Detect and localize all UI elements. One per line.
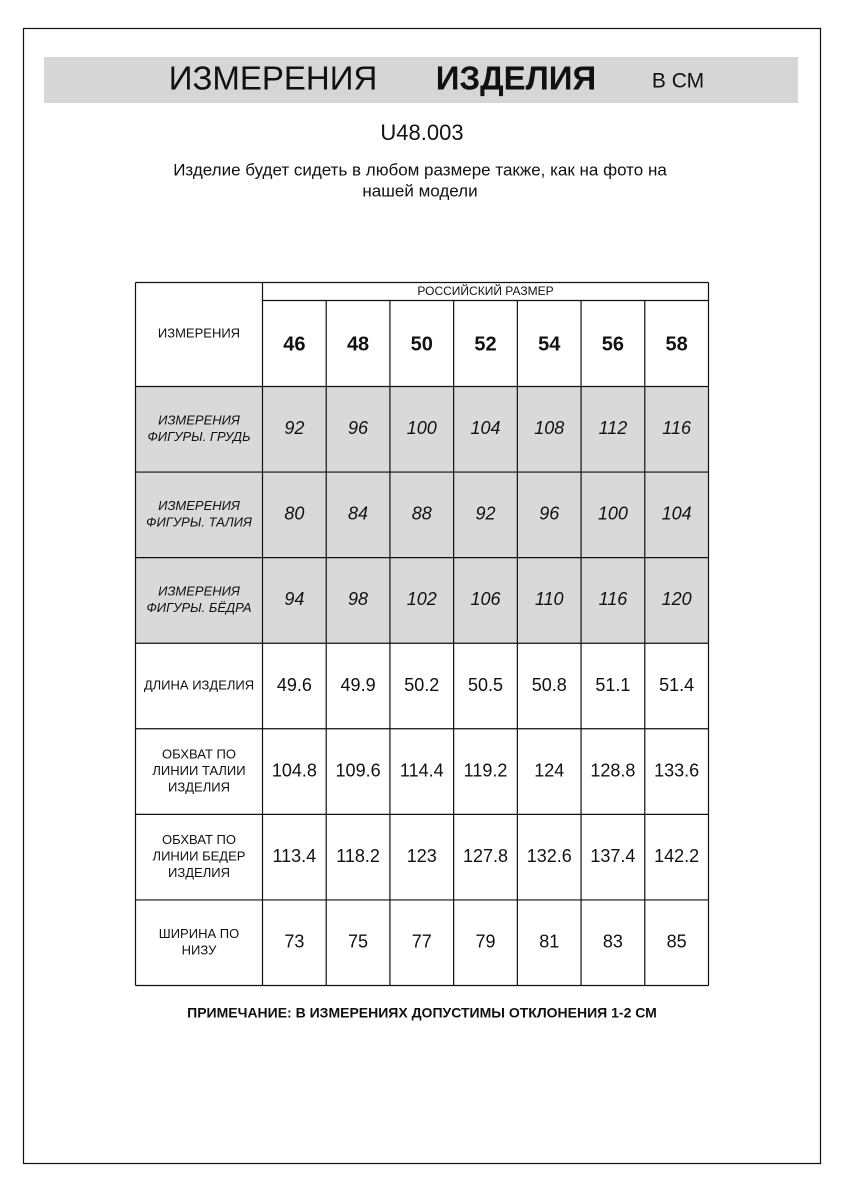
cell-value: 100 — [598, 504, 628, 524]
row-label: НИЗУ — [182, 942, 217, 957]
size-table: ИЗМЕРЕНИЯ РОССИЙСКИЙ РАЗМЕР 46 48 50 52 54 56 58… — [134, 281, 710, 987]
size-header: 56 — [602, 333, 624, 355]
title-part1: ИЗМЕРЕНИЯ — [169, 60, 378, 97]
row-label: ШИРИНА ПО — [159, 926, 239, 941]
cell-value: 112 — [599, 418, 628, 438]
cell-value: 123 — [407, 846, 437, 866]
cell-value: 104.8 — [272, 760, 317, 780]
row-label: ИЗМЕРЕНИЯ — [158, 498, 240, 513]
cell-value: 49.6 — [277, 675, 312, 695]
cell-value: 108 — [534, 418, 564, 438]
row-shade — [135, 557, 709, 644]
cell-value: 79 — [475, 931, 495, 951]
row-label: ИЗДЕЛИЯ — [168, 865, 230, 880]
cell-value: 102 — [407, 589, 437, 609]
cell-value: 106 — [470, 589, 501, 609]
cell-value: 98 — [348, 589, 368, 609]
cell-value: 96 — [348, 418, 369, 438]
note: ПРИМЕЧАНИЕ: В ИЗМЕРЕНИЯХ ДОПУСТИМЫ ОТКЛО… — [187, 1005, 657, 1021]
cell-value: 104 — [470, 418, 500, 438]
cell-value: 100 — [407, 418, 437, 438]
cell-value: 92 — [475, 504, 495, 524]
cell-value: 83 — [603, 931, 623, 951]
row-label: ФИГУРЫ. ГРУДЬ — [147, 429, 250, 444]
cell-value: 110 — [535, 589, 564, 609]
size-header: 54 — [538, 333, 561, 355]
cell-value: 119.2 — [464, 760, 508, 780]
cell-value: 118.2 — [336, 846, 380, 866]
cell-value: 81 — [539, 931, 559, 951]
cell-value: 50.5 — [468, 675, 503, 695]
cell-value: 80 — [284, 504, 304, 524]
title-part2: ИЗДЕЛИЯ — [436, 60, 597, 97]
cell-value: 128.8 — [590, 760, 635, 780]
description-line: нашей модели — [362, 181, 477, 200]
size-header: 48 — [347, 333, 369, 355]
row-shade — [135, 386, 709, 473]
page-border — [22, 27, 822, 1165]
row-label: ИЗМЕРЕНИЯ — [158, 584, 240, 599]
row-label: ОБХВАТ ПО — [162, 832, 236, 847]
cell-value: 96 — [539, 504, 560, 524]
cell-value: 132.6 — [527, 846, 572, 866]
group-header: РОССИЙСКИЙ РАЗМЕР — [417, 283, 553, 298]
row-label: ИЗМЕРЕНИЯ — [158, 412, 240, 427]
cell-value: 104 — [662, 504, 692, 524]
size-header: 50 — [411, 333, 433, 355]
cell-value: 51.1 — [595, 675, 630, 695]
row-label: ЛИНИИ ТАЛИИ — [152, 763, 245, 778]
size-header: 52 — [474, 333, 496, 355]
corner-label: ИЗМЕРЕНИЯ — [158, 325, 240, 340]
cell-value: 120 — [662, 589, 692, 609]
cell-value: 51.4 — [659, 675, 694, 695]
size-header: 46 — [283, 333, 305, 355]
cell-value: 116 — [599, 589, 629, 609]
row-label: ФИГУРЫ. БЁДРА — [146, 600, 251, 615]
cell-value: 88 — [412, 504, 432, 524]
cell-value: 75 — [348, 931, 368, 951]
title-unit: В СМ — [652, 70, 704, 93]
row-label: ИЗДЕЛИЯ — [168, 780, 230, 795]
cell-value: 114.4 — [400, 760, 444, 780]
cell-value: 127.8 — [463, 846, 508, 866]
row-shade — [135, 472, 709, 558]
cell-value: 77 — [412, 931, 432, 951]
description-line: Изделие будет сидеть в любом размере так… — [173, 160, 667, 179]
size-header: 58 — [666, 333, 688, 355]
cell-value: 109.6 — [336, 760, 381, 780]
cell-value: 50.2 — [404, 675, 439, 695]
cell-value: 116 — [662, 418, 692, 438]
cell-value: 85 — [667, 931, 687, 951]
row-label: ОБХВАТ ПО — [162, 747, 236, 762]
row-label: ЛИНИИ БЕДЕР — [153, 849, 246, 864]
product-code: U48.003 — [380, 120, 463, 145]
cell-value: 92 — [284, 418, 304, 438]
cell-value: 142.2 — [654, 846, 699, 866]
cell-value: 73 — [284, 931, 304, 951]
cell-value: 94 — [284, 589, 304, 609]
header-band — [44, 57, 798, 103]
cell-value: 49.9 — [341, 675, 376, 695]
row-label: ДЛИНА ИЗДЕЛИЯ — [144, 677, 254, 692]
cell-value: 137.4 — [590, 846, 635, 866]
cell-value: 133.6 — [654, 760, 699, 780]
row-label: ФИГУРЫ. ТАЛИЯ — [146, 515, 252, 530]
cell-value: 124 — [534, 760, 564, 780]
cell-value: 50.8 — [532, 675, 567, 695]
cell-value: 113.4 — [272, 846, 316, 866]
cell-value: 84 — [348, 504, 368, 524]
